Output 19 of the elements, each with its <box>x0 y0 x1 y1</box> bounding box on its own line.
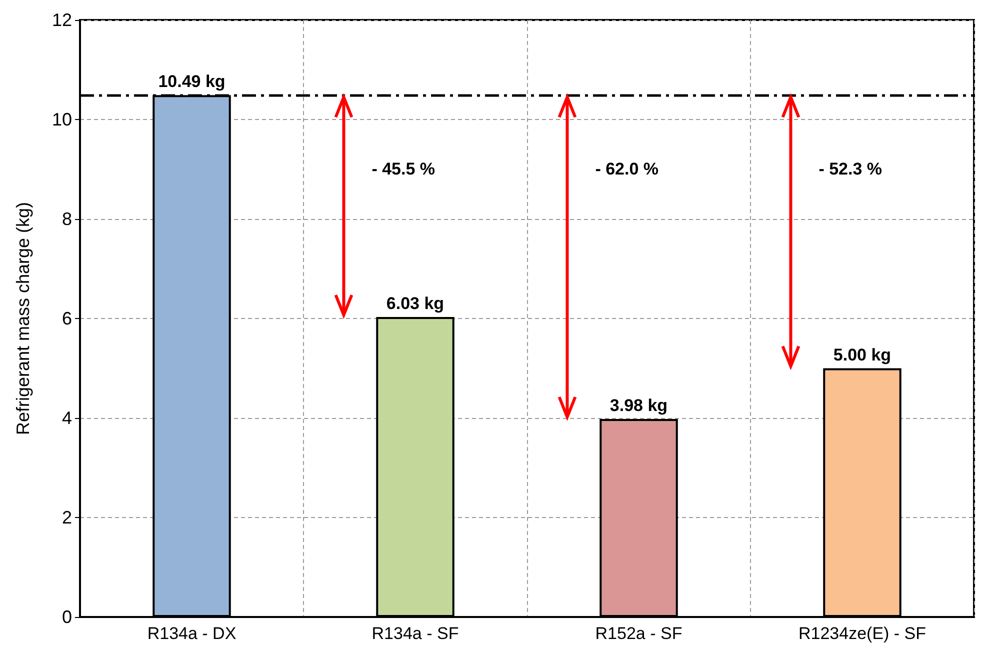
x-tick-label: R1234ze(E) - SF <box>798 624 926 643</box>
x-tick-label: R152a - SF <box>595 624 682 643</box>
data-label: 6.03 kg <box>386 294 444 314</box>
y-tick-label: 4 <box>62 408 72 428</box>
y-axis-title: Refrigerant mass charge (kg) <box>13 202 33 436</box>
annotation: - 45.5 % <box>372 159 436 178</box>
annotation: - 62.0 % <box>595 159 659 178</box>
x-tick-label: R134a - SF <box>372 624 459 643</box>
y-tick-label: 10 <box>52 110 72 130</box>
annotation: - 52.3 % <box>818 159 882 178</box>
y-tick-label: 0 <box>62 607 72 627</box>
y-tick-label: 8 <box>62 209 72 229</box>
data-label: 10.49 kg <box>158 72 226 92</box>
y-tick-label: 2 <box>62 508 72 528</box>
y-tick-label: 12 <box>52 10 72 30</box>
data-label: 3.98 kg <box>610 396 668 415</box>
x-tick-label: R134a - DX <box>147 624 236 643</box>
y-tick-label: 6 <box>62 308 72 328</box>
data-label: 5.00 kg <box>833 345 892 364</box>
